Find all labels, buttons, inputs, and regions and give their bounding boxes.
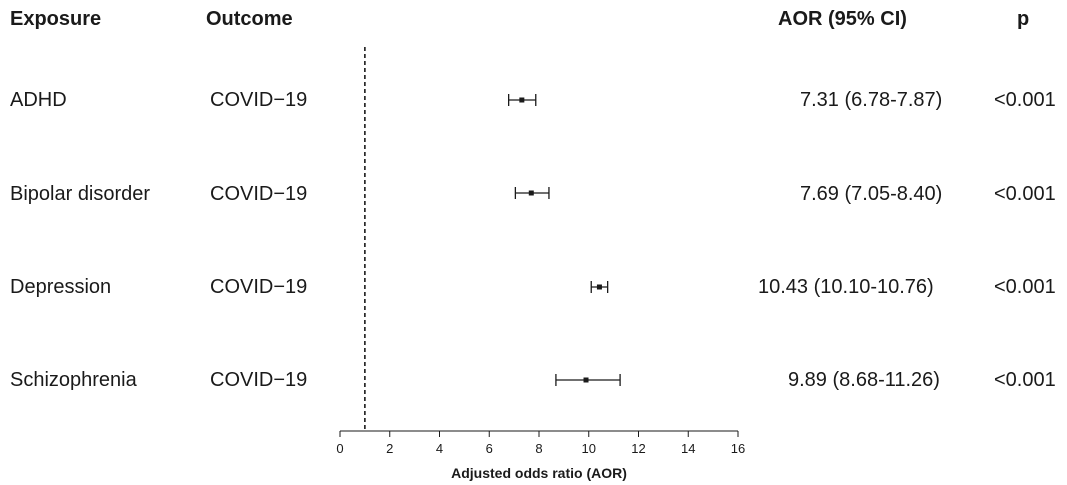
point-estimate — [596, 284, 602, 290]
row-p-value: <0.001 — [994, 89, 1056, 111]
x-tick-label: 2 — [386, 441, 393, 456]
row-exposure: ADHD — [10, 89, 67, 111]
row-outcome: COVID−19 — [210, 369, 308, 391]
row-aor-text: 7.69 (7.05-8.40) — [800, 183, 943, 205]
row-p-value: <0.001 — [994, 369, 1056, 391]
x-tick-label: 14 — [681, 441, 695, 456]
x-axis-title: Adjusted odds ratio (AOR) — [451, 465, 627, 481]
point-estimate — [519, 97, 525, 103]
x-tick-label: 6 — [486, 441, 493, 456]
header-aor: AOR (95% CI) — [778, 8, 907, 30]
row-exposure: Depression — [10, 276, 112, 298]
x-tick-label: 0 — [336, 441, 343, 456]
row-outcome: COVID−19 — [210, 89, 308, 111]
header-outcome: Outcome — [206, 8, 293, 30]
row-p-value: <0.001 — [994, 276, 1056, 298]
row-p-value: <0.001 — [994, 183, 1056, 205]
x-tick-label: 10 — [582, 441, 596, 456]
row-aor-text: 9.89 (8.68-11.26) — [788, 369, 940, 391]
point-estimate — [528, 190, 534, 196]
header-p: p — [1017, 8, 1030, 30]
row-exposure: Bipolar disorder — [10, 183, 151, 205]
x-tick-label: 4 — [436, 441, 443, 456]
x-tick-label: 8 — [535, 441, 542, 456]
row-outcome: COVID−19 — [210, 183, 308, 205]
header-exposure: Exposure — [10, 8, 102, 30]
row-exposure: Schizophrenia — [10, 369, 137, 391]
row-aor-text: 7.31 (6.78-7.87) — [800, 89, 943, 111]
x-tick-label: 16 — [731, 441, 745, 456]
row-outcome: COVID−19 — [210, 276, 308, 298]
point-estimate — [583, 377, 589, 383]
row-aor-text: 10.43 (10.10-10.76) — [758, 276, 934, 298]
x-tick-label: 12 — [631, 441, 645, 456]
